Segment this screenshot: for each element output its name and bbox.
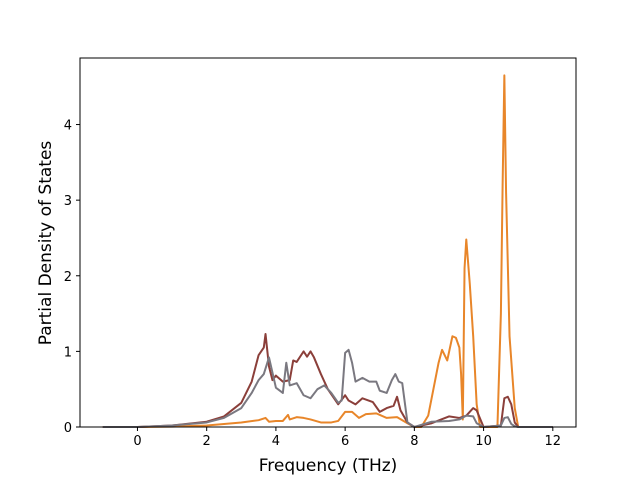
series-line-3 <box>102 348 553 428</box>
y-tick-label: 4 <box>64 119 72 134</box>
y-tick-label: 1 <box>64 345 72 360</box>
x-tick-label: 2 <box>203 434 211 449</box>
x-tick-label: 10 <box>475 434 492 449</box>
series-line-2 <box>102 332 553 428</box>
y-axis-label: Partial Density of States <box>36 141 56 346</box>
x-tick-label: 6 <box>341 434 349 449</box>
y-tick-label: 2 <box>64 270 72 285</box>
y-ticks: 0 1 2 3 4 <box>64 119 80 436</box>
x-tick-label: 12 <box>545 434 562 449</box>
y-tick-label: 3 <box>64 194 72 209</box>
series-line-1 <box>102 74 553 428</box>
axes-frame <box>79 57 577 428</box>
series-layer <box>102 74 553 428</box>
y-tick-label: 0 <box>64 421 72 436</box>
x-tick-label: 8 <box>410 434 418 449</box>
x-axis-label: Frequency (THz) <box>259 456 398 476</box>
x-tick-label: 4 <box>272 434 280 449</box>
x-tick-label: 0 <box>133 434 141 449</box>
x-ticks: 0 2 4 6 8 10 12 <box>133 427 561 449</box>
